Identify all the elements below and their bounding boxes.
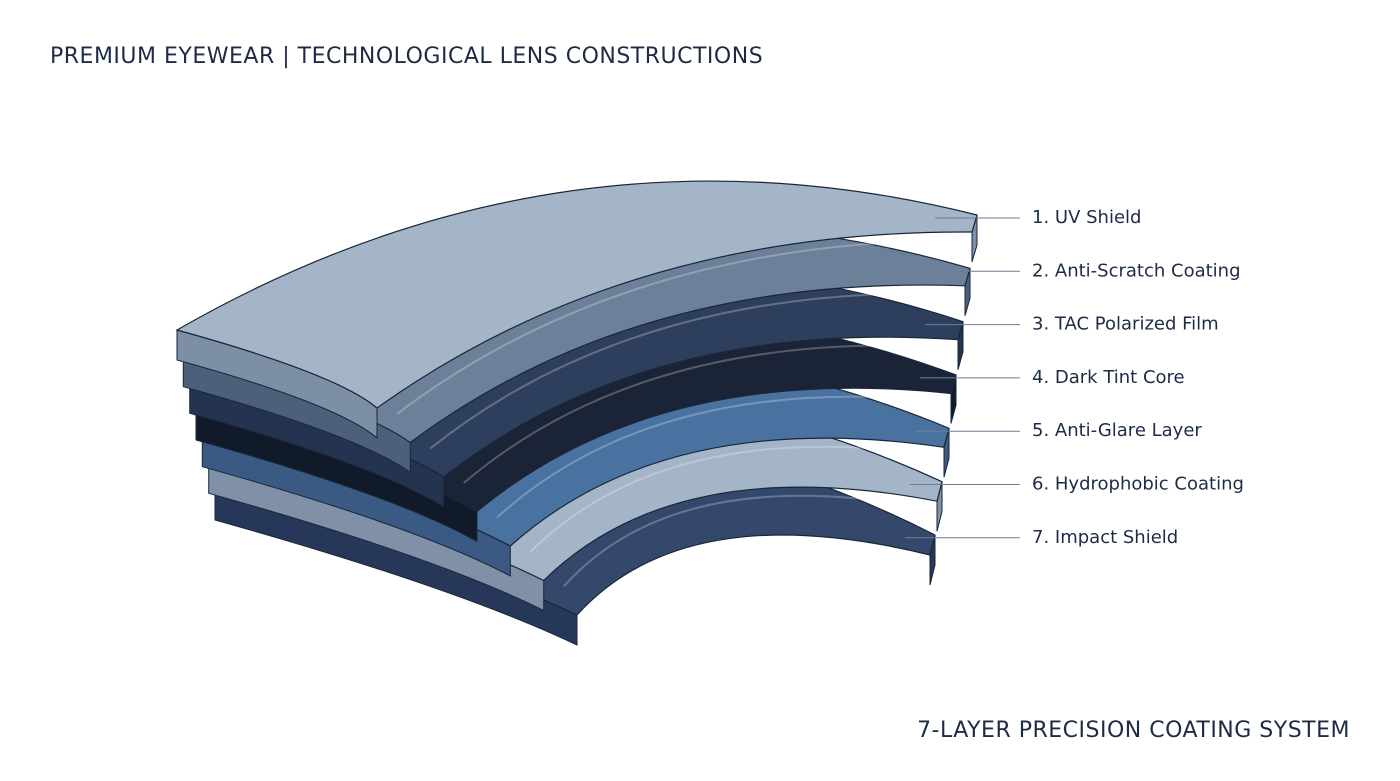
layer-label: 2. Anti-Scratch Coating — [1032, 260, 1241, 281]
layer-label: 6. Hydrophobic Coating — [1032, 474, 1244, 495]
layer-highlight — [562, 494, 934, 588]
footer-caption: 7-LAYER PRECISION COATING SYSTEM — [917, 718, 1350, 743]
lens-cross-section — [175, 180, 978, 646]
layer-label: 1. UV Shield — [1032, 207, 1141, 228]
layer-label: 4. Dark Tint Core — [1032, 367, 1185, 388]
layer-highlight — [429, 292, 962, 450]
lens-layer — [175, 180, 978, 440]
layer-highlight — [529, 445, 941, 553]
layer-highlight — [496, 395, 948, 519]
layer-highlight — [463, 344, 955, 484]
layer-label: 5. Anti-Glare Layer — [1032, 420, 1202, 441]
page-title: PREMIUM EYEWEAR | TECHNOLOGICAL LENS CON… — [50, 44, 763, 69]
layer-highlight — [596, 542, 927, 622]
layer-highlight — [396, 239, 969, 415]
layer-top-face — [175, 180, 978, 409]
layer-label: 7. Impact Shield — [1032, 527, 1178, 548]
layer-labels: 1. UV Shield 2. Anti-Scratch Coating 3. TA… — [905, 207, 1244, 548]
layer-label: 3. TAC Polarized Film — [1032, 314, 1219, 335]
